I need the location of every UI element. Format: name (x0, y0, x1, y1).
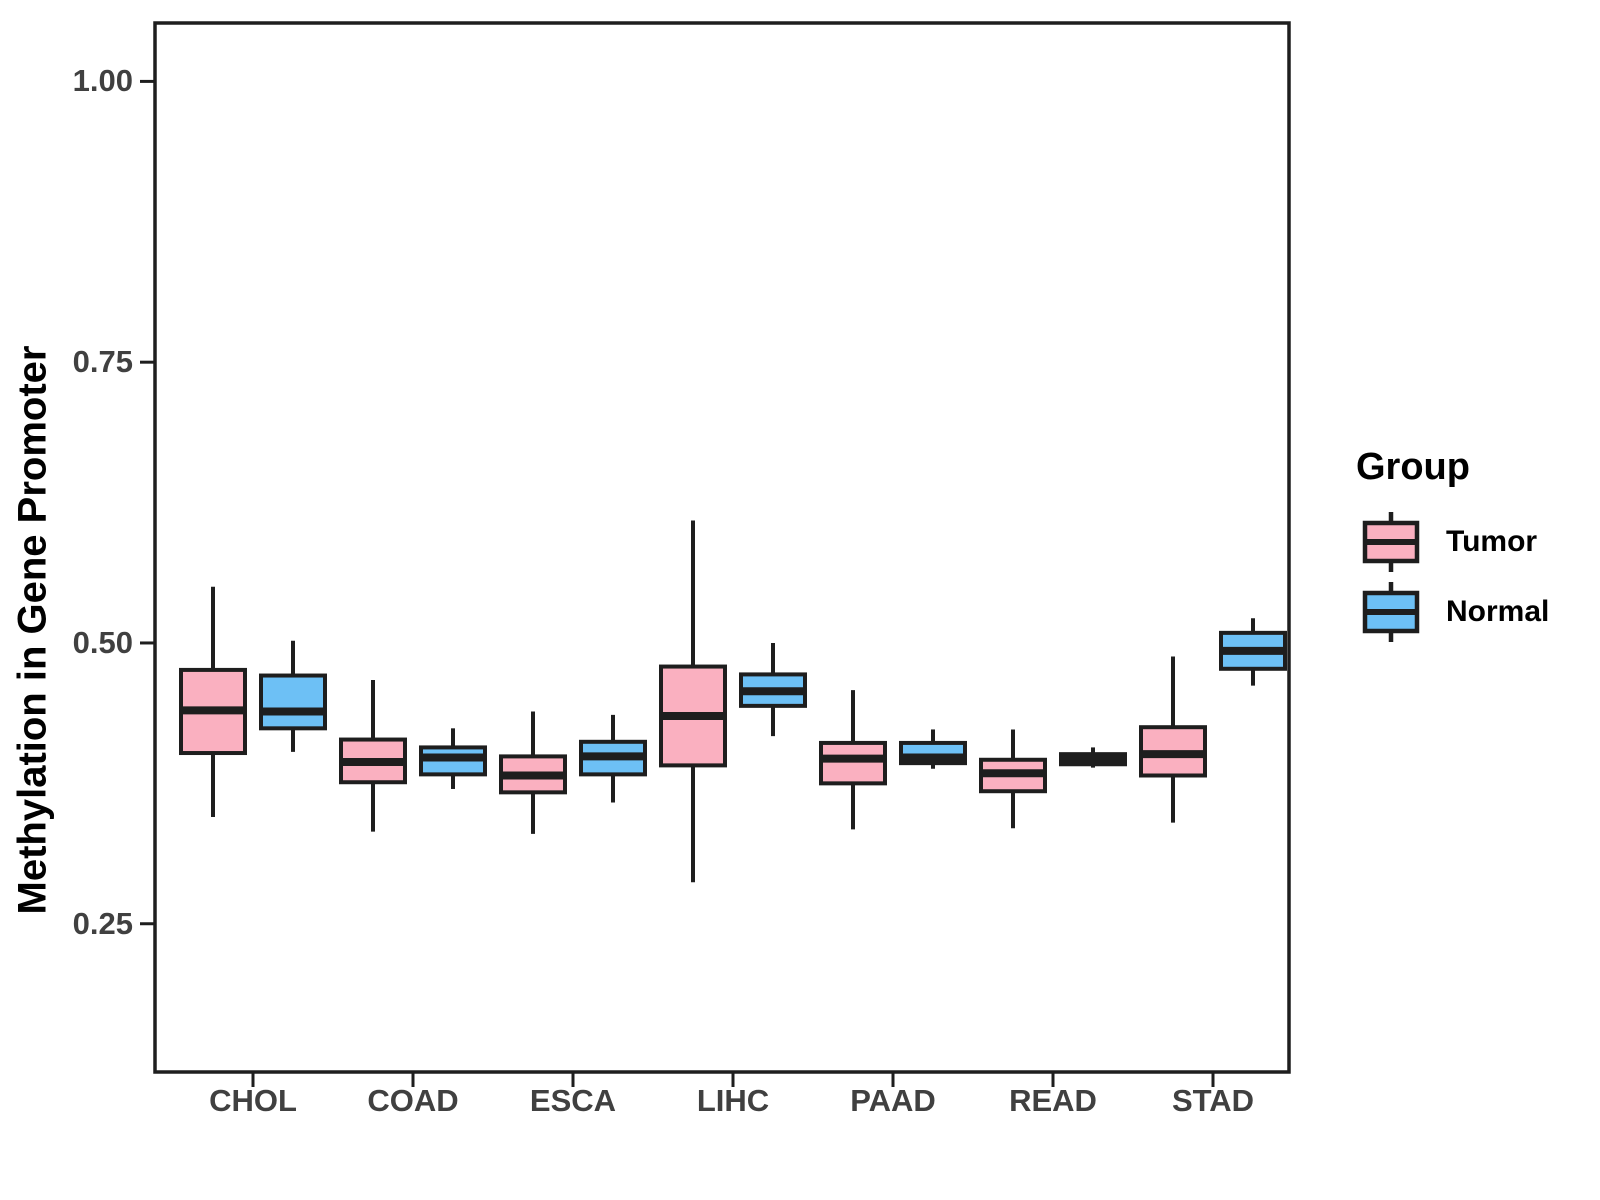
x-tick-label: COAD (367, 1083, 459, 1118)
x-tick-label: PAAD (850, 1083, 936, 1118)
y-axis-title: Methylation in Gene Promoter (10, 345, 55, 915)
y-tick-label: 0.25 (72, 905, 133, 941)
x-tick-label: READ (1009, 1083, 1097, 1118)
x-tick-label: CHOL (209, 1083, 297, 1118)
y-tick-label: 1.00 (72, 63, 133, 99)
x-tick-label: STAD (1171, 1083, 1255, 1118)
boxplot-paad-tumor-box (819, 740, 887, 786)
y-tick-label: 0.50 (72, 624, 133, 660)
x-tick-label: ESCA (529, 1083, 617, 1118)
panel-border (153, 21, 1291, 1074)
x-tick-label: LIHC (696, 1083, 770, 1118)
legend-title: Group (1356, 446, 1470, 488)
legend-label-normal: Normal (1446, 595, 1550, 628)
legend-label-tumor: Tumor (1446, 525, 1538, 558)
y-tick-label: 0.75 (72, 344, 133, 380)
boxplot-chol-normal-box (259, 673, 327, 731)
